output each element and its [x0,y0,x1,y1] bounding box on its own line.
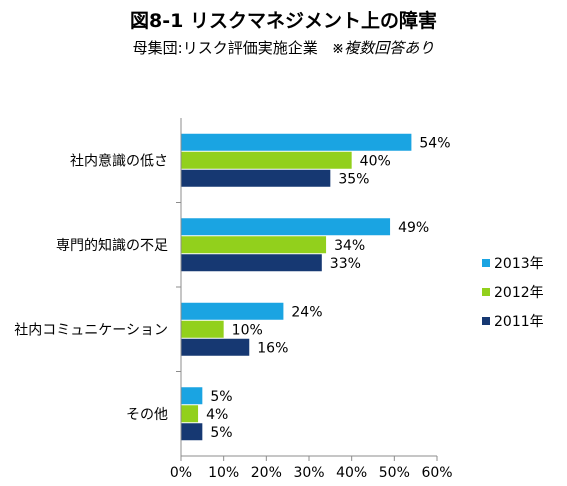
legend-label-1: 2013年 [494,256,544,272]
bar-4-series-1 [181,387,203,405]
x-tick-label-5: 50% [379,465,410,481]
x-tick-label-0: 0% [170,465,192,481]
bar-4-series-3 [181,423,203,441]
data-label-2-series-2: 34% [334,238,365,254]
data-label-1-series-2: 40% [360,153,391,169]
category-label-3: 社内コミュニケーション [14,322,168,338]
bar-2-series-3 [181,254,322,272]
x-tick-label-6: 60% [421,465,452,481]
x-tick-label-4: 40% [336,465,367,481]
legend-swatch-1 [482,259,490,267]
bars-layer: 54% 40% 35% 49% 34% 33% 24% 10% 16% 5% 4% 5% [181,133,451,441]
legend-swatch-3 [482,317,490,325]
category-label-4: その他 [126,407,168,423]
data-label-1-series-1: 54% [419,135,450,151]
category-label-2: 専門的知識の不足 [56,237,168,254]
data-label-4-series-1: 5% [210,389,232,405]
data-label-2-series-3: 33% [330,256,361,272]
subtitle-note: ※複数回答あり [331,39,435,57]
legend: 2013年 2012年 2011年 [482,256,544,330]
x-tick-label-3: 30% [293,465,324,481]
bar-3-series-1 [181,302,284,320]
data-label-4-series-2: 4% [206,407,228,423]
chart-subtitle: 母集団:リスク評価実施企業 ※複数回答あり [0,38,567,58]
bar-2-series-2 [181,236,327,254]
data-label-1-series-3: 35% [338,171,369,187]
bar-3-series-3 [181,338,250,356]
bar-3-series-2 [181,320,224,338]
bar-1-series-2 [181,151,352,169]
data-label-3-series-1: 24% [291,304,322,320]
bar-2-series-1 [181,218,391,236]
chart-title: 図8-1 リスクマネジメント上の障害 [130,10,437,32]
bar-1-series-1 [181,133,412,151]
data-label-3-series-2: 10% [232,322,263,338]
data-label-2-series-1: 49% [398,220,429,236]
bar-4-series-2 [181,405,199,423]
legend-label-2: 2012年 [494,285,544,301]
legend-label-3: 2011年 [494,314,544,330]
subtitle-population: 母集団:リスク評価実施企業 [132,39,318,57]
category-label-1: 社内意識の低さ [70,152,168,169]
legend-swatch-2 [482,288,490,296]
bar-1-series-3 [181,169,331,187]
data-label-3-series-3: 16% [257,340,288,356]
x-tick-label-1: 10% [208,465,239,481]
x-tick-label-2: 20% [251,465,282,481]
data-label-4-series-3: 5% [210,425,232,441]
